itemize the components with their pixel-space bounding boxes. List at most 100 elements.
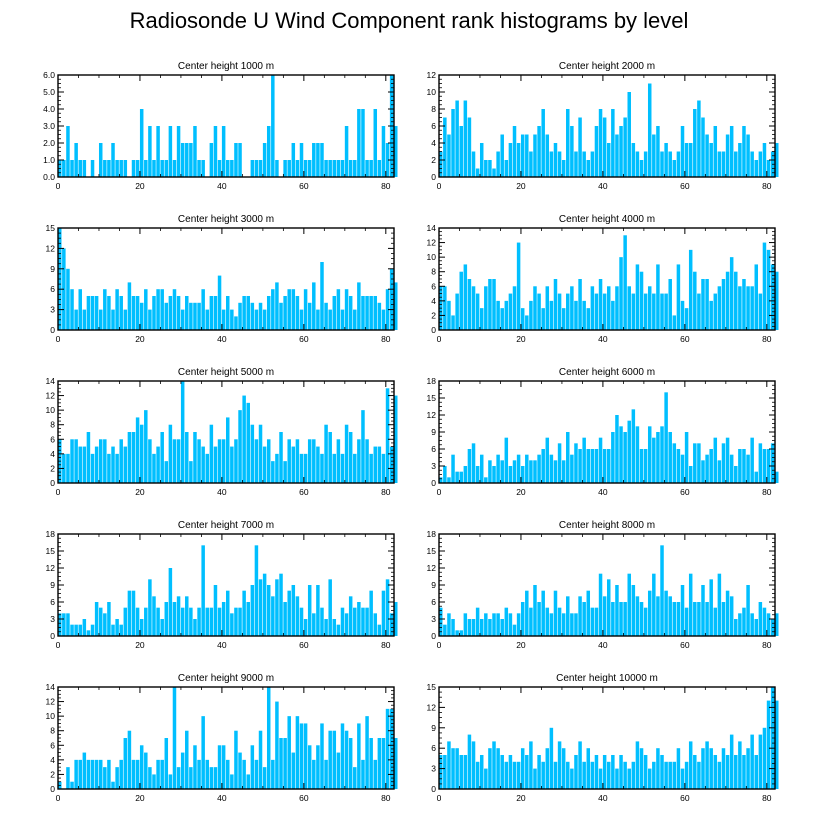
histogram-bar <box>176 596 181 636</box>
y-tick-label: 12 <box>46 563 56 573</box>
histogram-bar <box>205 607 210 636</box>
histogram-bar <box>684 432 689 483</box>
histogram-bar <box>58 613 62 636</box>
y-tick-label: 6 <box>431 281 436 291</box>
histogram-bar <box>537 293 541 330</box>
histogram-bar <box>369 738 373 789</box>
histogram-bar <box>471 619 476 636</box>
histogram-bar <box>180 752 185 789</box>
histogram-bar <box>500 619 504 636</box>
histogram-bar <box>758 293 763 330</box>
histogram-bar <box>381 126 386 177</box>
x-tick-label: 60 <box>680 334 690 344</box>
histogram-bar <box>459 271 463 330</box>
histogram-bar <box>557 741 562 789</box>
y-tick-label: 4 <box>50 755 55 765</box>
histogram-bar <box>561 160 566 177</box>
histogram-bar <box>283 296 287 330</box>
histogram-bar <box>463 613 468 636</box>
histogram-bar <box>221 745 226 789</box>
histogram-bar <box>660 426 664 483</box>
histogram-bar <box>111 624 115 636</box>
histogram-bar <box>525 315 529 330</box>
histogram-bar <box>148 126 152 177</box>
histogram-bar <box>316 446 320 483</box>
histogram-bar <box>697 602 701 636</box>
histogram-bar <box>74 439 78 483</box>
y-tick-label: 12 <box>427 238 437 248</box>
histogram-panel: Center height 3000 m 0 3 6 9 12 15 0 20 40 60 80 <box>46 214 398 344</box>
histogram-bar <box>103 767 107 789</box>
histogram-bar <box>262 309 267 330</box>
histogram-bar <box>144 410 148 483</box>
histogram-bar <box>451 748 455 789</box>
histogram-bar <box>734 755 738 789</box>
histogram-bar <box>619 257 623 330</box>
histogram-bar <box>275 579 279 636</box>
histogram-bar <box>594 126 599 177</box>
histogram-bar <box>226 759 230 789</box>
panel-title: Center height 2000 m <box>559 61 655 72</box>
histogram-bar <box>365 716 369 789</box>
histogram-bar <box>729 454 734 483</box>
x-tick-label: 0 <box>437 793 442 803</box>
histogram-bar <box>107 296 111 330</box>
histogram-bar <box>635 426 640 483</box>
histogram-bar <box>328 730 332 789</box>
histogram-bar <box>471 286 476 330</box>
histogram-bar <box>643 293 648 330</box>
histogram-bar <box>279 432 283 483</box>
histogram-bar <box>340 160 345 177</box>
x-tick-label: 20 <box>516 640 526 650</box>
histogram-bar <box>574 613 578 636</box>
histogram-bar <box>607 449 611 483</box>
histogram-bar <box>746 286 750 330</box>
histogram-bar <box>307 160 312 177</box>
histogram-bar <box>131 160 136 177</box>
histogram-bar <box>320 723 324 789</box>
histogram-bar <box>299 723 304 789</box>
histogram-bar <box>123 607 128 636</box>
histogram-bar <box>709 748 713 789</box>
y-tick-label: 15 <box>427 393 437 403</box>
histogram-bar <box>590 151 595 177</box>
histogram-bar <box>148 579 152 636</box>
histogram-bar <box>262 446 267 483</box>
histogram-bar <box>70 624 74 636</box>
histogram-bar <box>70 160 74 177</box>
x-tick-label: 60 <box>299 640 309 650</box>
histogram-bar <box>307 585 312 636</box>
histogram-bar <box>463 264 468 330</box>
histogram-bar <box>287 289 291 330</box>
histogram-panel: Center height 9000 m 0 2 4 6 8 10 12 14 0 20 40 60 80 <box>46 673 398 803</box>
x-tick-label: 80 <box>762 334 772 344</box>
histogram-bar <box>62 613 66 636</box>
histogram-bar <box>160 289 164 330</box>
histogram-bar <box>312 759 316 789</box>
y-tick-label: 2 <box>50 769 55 779</box>
y-tick-label: 3 <box>50 614 55 624</box>
histogram-bar <box>680 768 685 789</box>
histogram-bar <box>336 160 341 177</box>
histogram-bar <box>336 439 341 483</box>
histogram-bar <box>619 602 623 636</box>
histogram-bar <box>734 151 738 177</box>
histogram-bar <box>135 607 140 636</box>
histogram-bar <box>467 449 472 483</box>
histogram-bar <box>131 296 136 330</box>
histogram-bar <box>82 752 87 789</box>
histogram-bar <box>443 466 447 483</box>
histogram-bar <box>377 624 382 636</box>
histogram-bar <box>660 151 664 177</box>
histogram-bar <box>541 449 545 483</box>
histogram-bar <box>107 160 111 177</box>
histogram-bar <box>607 761 611 789</box>
histogram-bar <box>680 585 685 636</box>
histogram-bar <box>312 282 316 330</box>
histogram-bar <box>693 602 697 636</box>
y-tick-label: 8 <box>431 267 436 277</box>
histogram-bar <box>602 117 607 177</box>
histogram-bar <box>611 432 615 483</box>
histogram-panel: Center height 4000 m 0 2 4 6 8 10 12 14 0 20 40 60 80 <box>427 214 779 344</box>
histogram-bar <box>660 293 664 330</box>
